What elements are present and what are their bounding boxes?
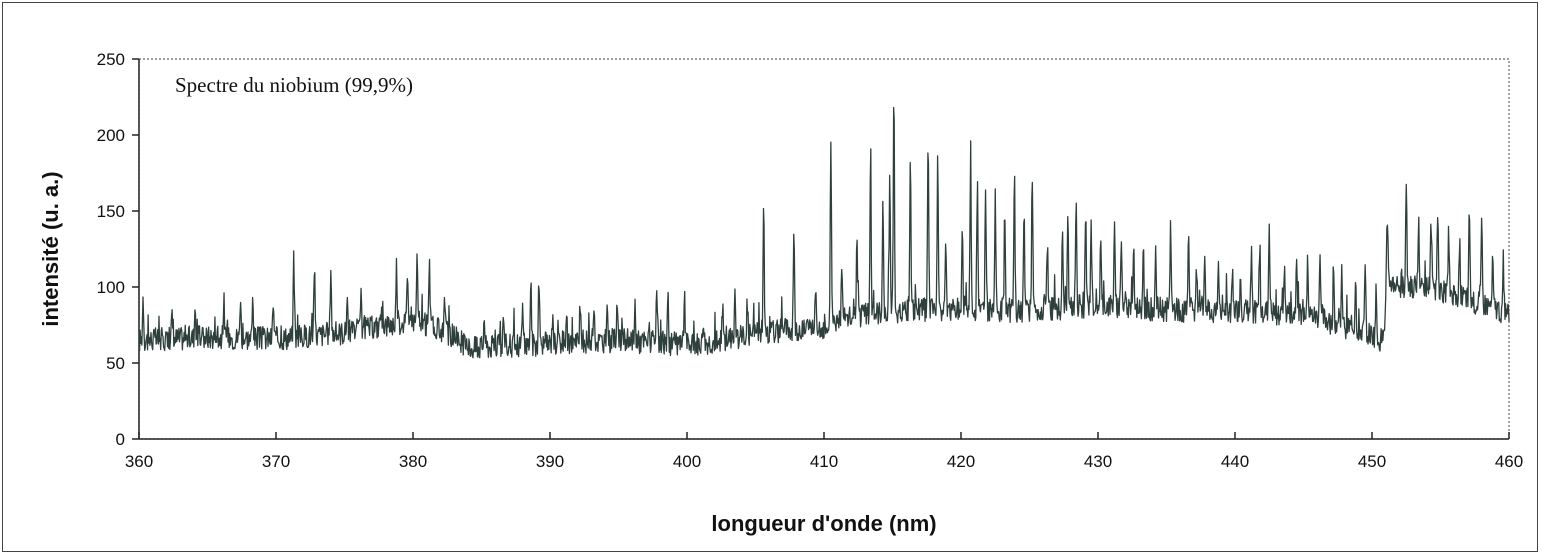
x-tick-label: 420 bbox=[947, 452, 975, 471]
y-tick-label: 150 bbox=[97, 202, 125, 221]
x-tick-label: 390 bbox=[536, 452, 564, 471]
y-tick-label: 200 bbox=[97, 126, 125, 145]
plot-area bbox=[138, 58, 1510, 440]
y-tick-label: 0 bbox=[116, 430, 125, 449]
x-tick-label: 400 bbox=[673, 452, 701, 471]
y-tick-label: 250 bbox=[97, 50, 125, 69]
x-tick-label: 430 bbox=[1084, 452, 1112, 471]
y-axis: 0 50 100 150 200 250 bbox=[97, 50, 140, 449]
spectrum-chart: 360 370 380 390 400 410 420 430 440 450 460 0 50 100… bbox=[38, 50, 1523, 536]
y-tick-label: 100 bbox=[97, 278, 125, 297]
x-axis: 360 370 380 390 400 410 420 430 440 450 460 bbox=[125, 432, 1523, 471]
y-tick-label: 50 bbox=[106, 354, 125, 373]
x-tick-label: 460 bbox=[1495, 452, 1523, 471]
x-tick-label: 450 bbox=[1358, 452, 1386, 471]
x-tick-label: 370 bbox=[262, 452, 290, 471]
spectrum-line bbox=[138, 106, 1510, 359]
x-tick-label: 360 bbox=[125, 452, 153, 471]
y-axis-title: intensité (u. a.) bbox=[38, 171, 63, 326]
x-tick-label: 380 bbox=[399, 452, 427, 471]
x-tick-label: 410 bbox=[810, 452, 838, 471]
chart-annotation: Spectre du niobium (99,9%) bbox=[175, 73, 413, 97]
spectrum-series bbox=[138, 106, 1510, 359]
x-axis-title: longueur d'onde (nm) bbox=[711, 511, 936, 536]
x-tick-label: 440 bbox=[1221, 452, 1249, 471]
